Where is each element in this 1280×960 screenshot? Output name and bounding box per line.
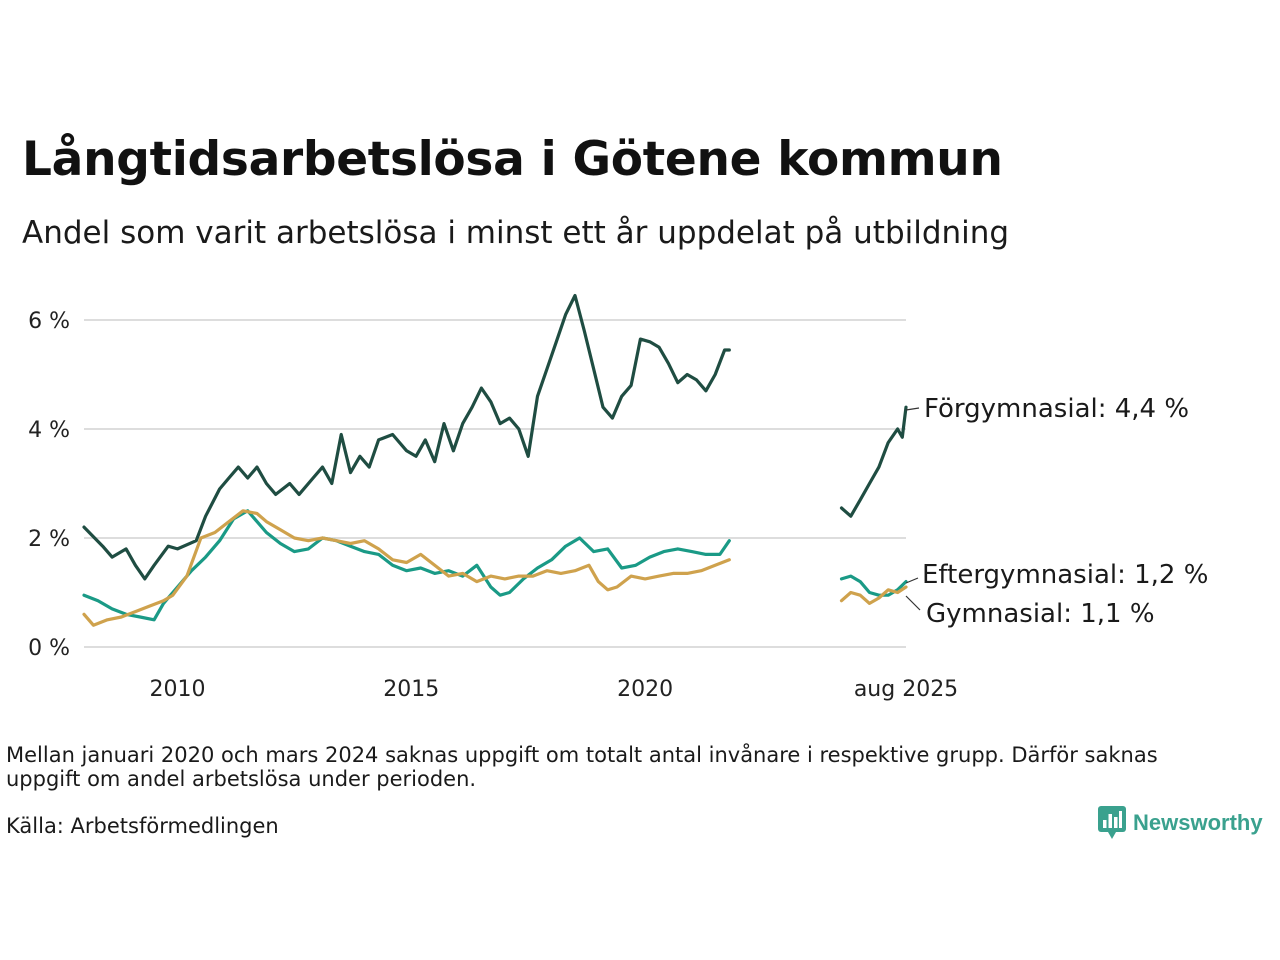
label-leader-line [905,595,921,611]
label-leader-line [905,407,920,411]
series-line-gymnasial [839,585,908,605]
x-tick-label: 2020 [617,677,673,702]
chart-title: Långtidsarbetslösa i Götene kommun [22,132,1003,187]
x-axis-ticks: 2010 2015 2020 aug 2025 [150,677,959,702]
grid-lines [84,319,906,648]
source-note: Källa: Arbetsförmedlingen [6,814,279,838]
series-label-förgymnasial: Förgymnasial: 4,4 % [924,394,1189,424]
series-lines [82,293,908,627]
x-tick-label: 2010 [150,677,206,702]
brand-name: Newsworthy [1133,810,1263,835]
y-tick-label: 0 % [28,636,70,661]
newsworthy-logo[interactable]: Newsworthy [1098,806,1263,840]
footnote: Mellan januari 2020 och mars 2024 saknas… [6,743,1158,791]
series-end-labels: Förgymnasial: 4,4 % Eftergymnasial: 1,2 %… [905,394,1208,629]
y-tick-label: 2 % [28,527,70,552]
series-line-förgymnasial [839,405,908,518]
line-chart: 0 % 2 % 4 % 6 % 2010 2015 2020 aug 2025 Förgym… [28,293,1208,702]
series-line-eftergymnasial [82,509,731,622]
bar-chart-logo-icon [1098,806,1126,839]
x-tick-label: aug 2025 [854,677,958,702]
y-axis-ticks: 0 % 2 % 4 % 6 % [28,309,70,661]
label-leader-line [905,577,919,584]
series-label-eftergymnasial: Eftergymnasial: 1,2 % [922,560,1208,590]
y-tick-label: 6 % [28,309,70,334]
y-tick-label: 4 % [28,418,70,443]
x-tick-label: 2015 [383,677,439,702]
series-line-gymnasial [82,509,731,627]
series-label-gymnasial: Gymnasial: 1,1 % [926,599,1155,629]
chart-subtitle: Andel som varit arbetslösa i minst ett å… [22,215,1010,251]
series-line-förgymnasial [82,293,731,581]
